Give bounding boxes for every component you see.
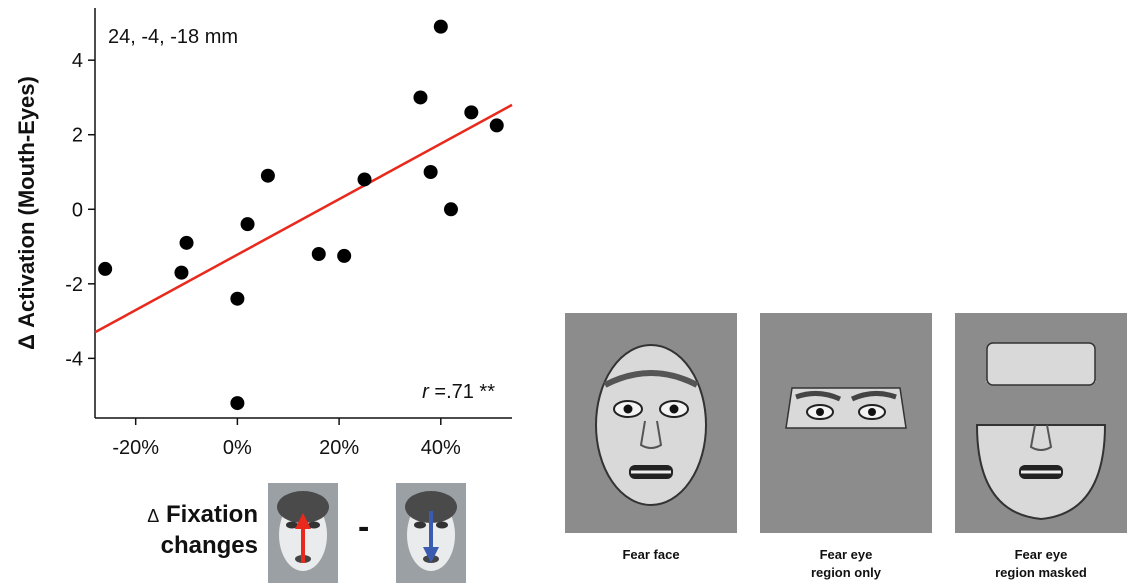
y-tick-label: -2 (65, 274, 83, 296)
data-point (413, 90, 428, 105)
caption-eye-only-line1: Fear eye (819, 547, 873, 562)
fixation-face-upward (268, 483, 338, 583)
data-point (260, 168, 275, 183)
y-tick-label: 4 (72, 50, 83, 72)
x-tick-label: 40% (421, 437, 461, 459)
caption-fear-face: Fear face (556, 546, 746, 564)
x-tick-label: -20% (112, 437, 159, 459)
data-point (240, 217, 255, 232)
x-tick-label: 20% (319, 437, 359, 459)
eye-region-only-image (785, 387, 907, 429)
data-point (464, 105, 479, 120)
data-point (174, 265, 189, 280)
correlation-annotation: r =.71 ** (422, 381, 495, 403)
face-down-arrow-icon (405, 491, 457, 571)
y-tick-label: -4 (65, 348, 83, 370)
fixation-face-downward (396, 483, 466, 583)
y-tick-label: 0 (72, 199, 83, 221)
minus-sign: - (358, 508, 370, 546)
stimulus-eye-region-masked (955, 313, 1127, 533)
x-label-changes: changes (160, 532, 258, 559)
eye-region-masked-image (975, 342, 1107, 521)
data-point (230, 396, 245, 411)
y-tick-label: 2 (72, 125, 83, 147)
r-value: =.71 ** (429, 381, 495, 403)
r-label: r (422, 381, 430, 403)
data-point (311, 247, 326, 261)
stimulus-fear-face (565, 313, 737, 533)
regression-line (94, 103, 513, 334)
caption-fear-face-line1: Fear face (622, 547, 680, 562)
x-tick-label: 0% (223, 437, 252, 459)
data-point (98, 261, 113, 276)
caption-eye-region-only: Fear eye region only (751, 546, 941, 582)
x-axis-label-line1: Δ Fixation (108, 500, 258, 531)
data-point (489, 118, 504, 133)
data-point (179, 235, 194, 250)
caption-eye-region-masked: Fear eye region masked (946, 546, 1127, 582)
y-axis-label: Δ Activation (Mouth-Eyes) (14, 76, 39, 350)
delta-symbol: Δ (147, 506, 160, 526)
data-points (98, 19, 504, 411)
data-point (433, 19, 448, 34)
data-point (357, 172, 372, 187)
data-point (443, 202, 458, 217)
data-point (423, 165, 438, 179)
x-label-fixation: Fixation (165, 501, 258, 528)
caption-eye-only-line2: region only (810, 565, 882, 580)
chart-ticks: -4 -2 0 2 4 -20% 0% 20% 40% (65, 50, 461, 459)
stimulus-eye-region-only (760, 313, 932, 533)
fear-face-image (595, 344, 707, 506)
data-point (337, 248, 352, 263)
coordinates-annotation: 24, -4, -18 mm (108, 26, 238, 48)
caption-eye-masked-line1: Fear eye (1014, 547, 1068, 562)
data-point (230, 291, 245, 306)
x-axis-label: Δ Fixation changes (108, 500, 258, 561)
caption-eye-masked-line2: region masked (995, 565, 1087, 580)
face-up-arrow-icon (277, 491, 329, 571)
chart-axes (94, 8, 512, 419)
